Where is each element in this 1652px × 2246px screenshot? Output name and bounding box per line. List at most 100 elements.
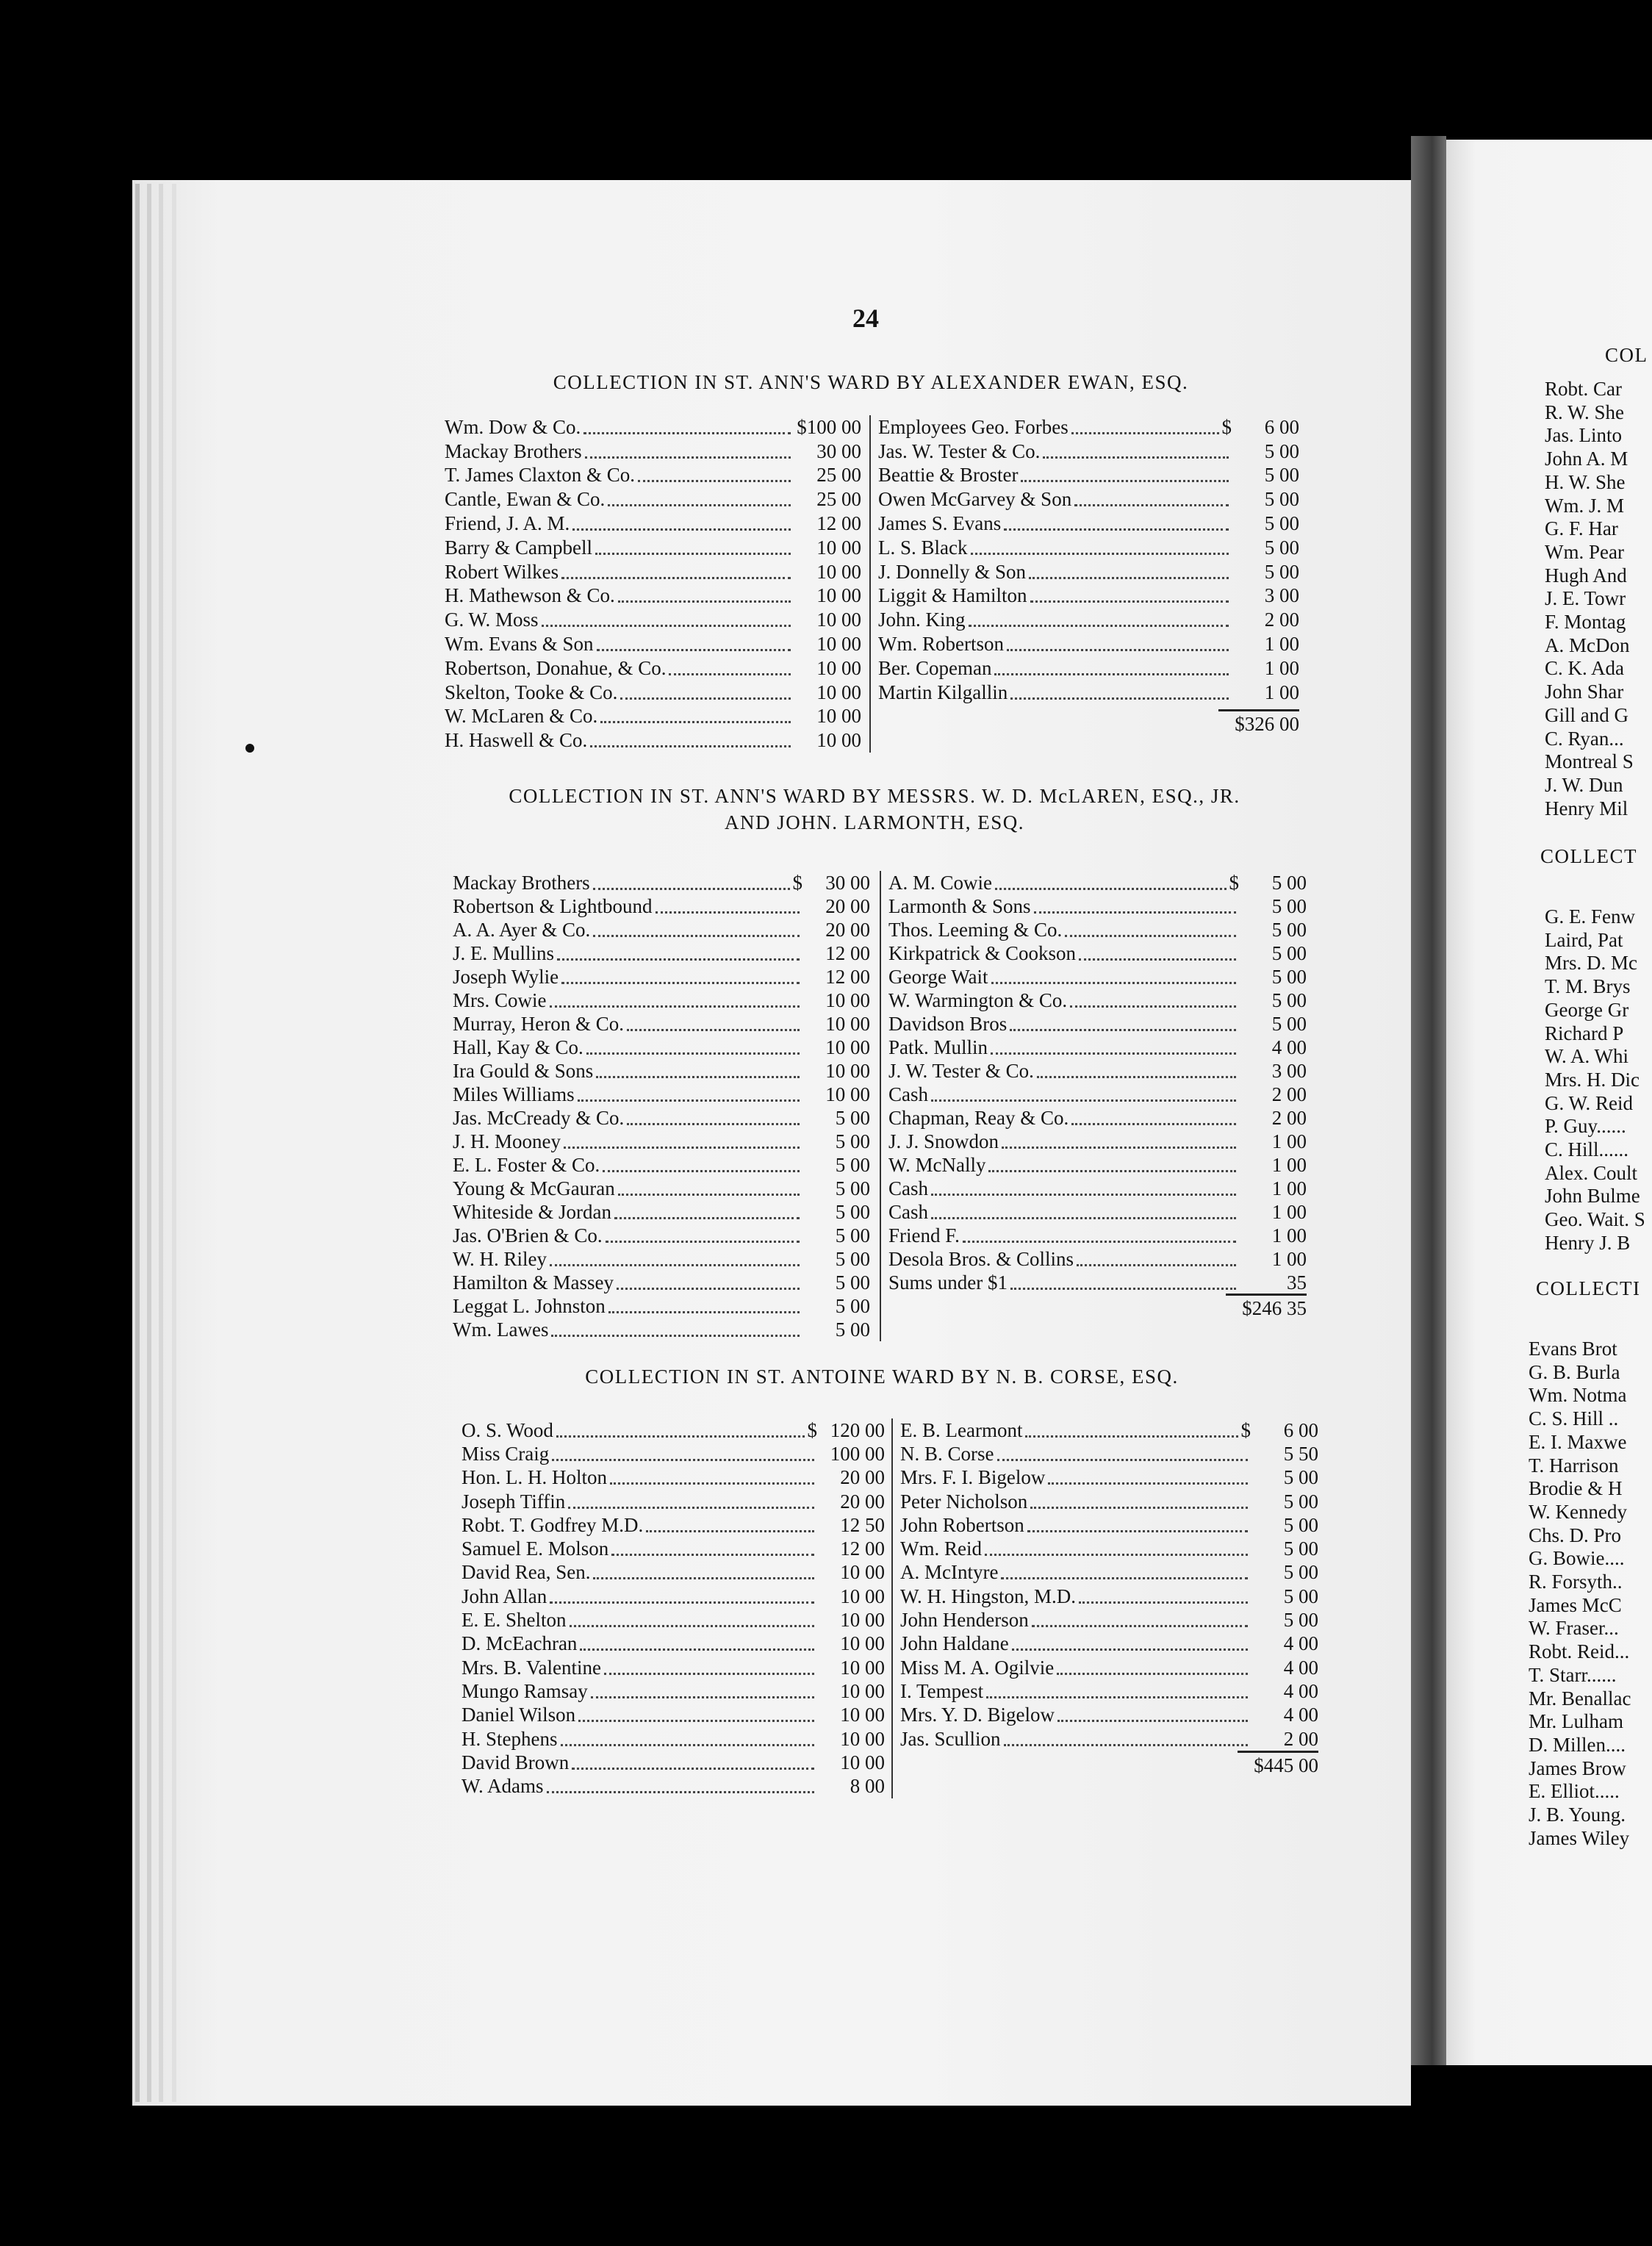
left-entry: Mrs. Cowie 10 00 — [453, 989, 870, 1012]
donor-name: W. A. Whi — [1545, 1045, 1629, 1068]
leader-dots — [931, 1099, 1236, 1102]
amount: 5 00 — [835, 1318, 870, 1341]
leader-dots — [605, 1240, 800, 1243]
amount: 5 00 — [835, 1177, 870, 1199]
donor-name: John Robertson — [900, 1513, 1024, 1536]
leader-dots — [962, 1240, 1236, 1243]
right-entry: J. W. Tester & Co. 3 00 — [888, 1059, 1307, 1083]
donor-name: Mrs. Cowie — [453, 989, 547, 1011]
amount: 1 00 — [1271, 1224, 1307, 1246]
donor-name: Alex. Coult — [1545, 1161, 1637, 1184]
donor-name: W. H. Riley — [453, 1247, 547, 1270]
amount: 10 00 — [840, 1585, 885, 1607]
amount: 5 00 — [1283, 1513, 1318, 1536]
leader-dots — [1057, 1720, 1248, 1723]
donor-name: Robt. T. Godfrey M.D. — [462, 1513, 644, 1536]
left-entry: H. Haswell & Co. 10 00 — [445, 728, 861, 753]
leader-dots — [931, 1193, 1236, 1196]
right-entry: Cash 1 00 — [888, 1200, 1307, 1224]
right-entry: Martin Kilgallin 1 00 — [878, 681, 1299, 705]
amount: 5 00 — [1271, 941, 1307, 964]
left-entry: E. L. Foster & Co. 5 00 — [453, 1153, 870, 1177]
donor-name: Jas. Linto — [1545, 424, 1622, 447]
right-entry: J. J. Snowdon 1 00 — [888, 1130, 1307, 1153]
amount: 5 00 — [1283, 1466, 1318, 1489]
donor-name: Jas. Scullion — [900, 1727, 1001, 1750]
donor-name: J. B. Young. — [1529, 1804, 1626, 1826]
right-entry: E. B. Learmont $6 00 — [900, 1418, 1318, 1442]
page-edge — [159, 184, 163, 2102]
leader-dots — [561, 576, 791, 579]
donor-name: G. W. Reid — [1545, 1091, 1634, 1114]
leader-dots — [572, 1767, 814, 1770]
amount: 1 00 — [1271, 1177, 1307, 1199]
right-entry: Kirkpatrick & Cookson 5 00 — [888, 941, 1307, 965]
donor-name: David Rea, Sen. — [462, 1561, 591, 1584]
left-entry: Wm. Evans & Son 10 00 — [445, 632, 861, 656]
right-entry: Davidson Bros 5 00 — [888, 1012, 1307, 1036]
right-entry: W. McNally 1 00 — [888, 1153, 1307, 1177]
leader-dots — [1071, 431, 1219, 434]
amount: 5 00 — [835, 1106, 870, 1129]
donor-name: Richard P — [1545, 1022, 1624, 1044]
donor-name: Barry & Campbell — [445, 536, 592, 559]
donor-name: C. Hill...... — [1545, 1138, 1629, 1160]
amount: 5 00 — [1271, 871, 1307, 894]
amount: 1 00 — [1271, 1200, 1307, 1223]
donor-name: Mackay Brothers — [453, 871, 590, 894]
donor-name: John Haldane — [900, 1632, 1009, 1655]
amount: 3 00 — [1264, 584, 1299, 607]
leader-dots — [608, 504, 791, 507]
amount: 10 00 — [816, 584, 861, 607]
amount: 1 00 — [1264, 633, 1299, 656]
amount: 5 00 — [1283, 1538, 1318, 1560]
leader-dots — [1048, 1482, 1248, 1485]
right-entry: Miss M. A. Ogilvie 4 00 — [900, 1656, 1318, 1679]
amount: 4 00 — [1283, 1679, 1318, 1702]
donor-name: Peter Nicholson — [900, 1490, 1028, 1513]
donor-name: Evans Brot — [1529, 1338, 1617, 1360]
donor-name: Skelton, Tooke & Co. — [445, 681, 618, 703]
donor-name: T. James Claxton & Co. — [445, 464, 635, 487]
donor-name: Brodie & H — [1529, 1477, 1623, 1500]
donor-name: T. Starr...... — [1529, 1663, 1617, 1686]
donor-name: Hall, Kay & Co. — [453, 1036, 583, 1058]
donor-name: Mrs. D. Mc — [1545, 952, 1637, 975]
amount: 5 00 — [1283, 1561, 1318, 1584]
total-rule — [1226, 1294, 1307, 1296]
amount: 5 00 — [835, 1153, 870, 1176]
currency: $ — [1221, 415, 1232, 438]
right-entry: John Haldane 4 00 — [900, 1632, 1318, 1656]
donor-name: Mungo Ramsay — [462, 1679, 588, 1702]
left-entry: Hon. L. H. Holton 20 00 — [462, 1466, 885, 1490]
leader-dots — [1079, 1601, 1248, 1604]
total-rule — [1238, 1751, 1318, 1753]
donor-name: R. Forsyth.. — [1529, 1571, 1623, 1593]
amount: 4 00 — [1283, 1656, 1318, 1679]
donor-name: Wm. Notma — [1529, 1384, 1627, 1407]
amount: 5 00 — [1271, 989, 1307, 1011]
donor-name: James Wiley — [1529, 1826, 1630, 1849]
amount: 5 00 — [1264, 464, 1299, 487]
amount: 10 00 — [816, 681, 861, 703]
donor-name: D. McEachran — [462, 1632, 578, 1655]
leader-dots — [995, 887, 1227, 890]
amount: 10 00 — [816, 609, 861, 631]
left-entry: Young & McGauran 5 00 — [453, 1177, 870, 1200]
donor-name: Robertson & Lightbound — [453, 894, 653, 917]
donor-name: W. H. Hingston, M.D. — [900, 1585, 1077, 1607]
left-entry: H. Mathewson & Co. 10 00 — [445, 584, 861, 609]
donor-name: Wm. Evans & Son — [445, 633, 594, 656]
section-title: COLLECTION IN ST. ANTOINE WARD BY N. B. … — [585, 1366, 1179, 1388]
amount: 10 00 — [840, 1751, 885, 1773]
donor-name: H. Mathewson & Co. — [445, 584, 615, 607]
leader-dots — [1006, 649, 1229, 652]
donor-name: T. Harrison — [1529, 1454, 1619, 1477]
donor-name: Cash — [888, 1083, 928, 1105]
section-title: COLLECT — [1540, 845, 1637, 867]
amount: 5 00 — [1264, 439, 1299, 462]
amount: 2 00 — [1271, 1106, 1307, 1129]
right-entry: Mrs. F. I. Bigelow 5 00 — [900, 1466, 1318, 1490]
leader-dots — [1070, 1005, 1236, 1008]
amount: 5 50 — [1283, 1442, 1318, 1465]
